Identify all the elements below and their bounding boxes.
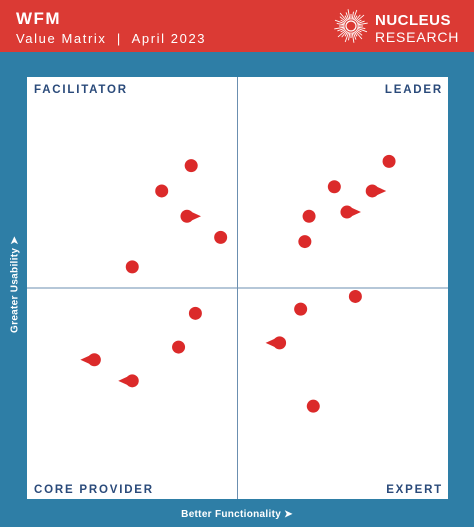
brand-name: NUCLEUS <box>375 12 452 29</box>
data-point-marker <box>214 230 228 244</box>
data-point-5 <box>125 260 139 274</box>
data-point-4 <box>214 230 228 244</box>
data-point-1 <box>184 159 198 173</box>
data-point-11 <box>298 235 312 249</box>
data-point-marker <box>327 180 341 194</box>
quadrant-label-expert: EXPERT <box>386 484 443 496</box>
quadrant-label-core-provider: CORE PROVIDER <box>34 484 154 496</box>
data-point-marker <box>125 260 139 274</box>
data-point-16 <box>172 340 186 354</box>
data-point-13 <box>294 302 308 316</box>
data-point-3 <box>180 209 201 223</box>
page-subtitle: Value Matrix | April 2023 <box>16 31 207 46</box>
data-point-18 <box>118 374 139 388</box>
brand-subname: RESEARCH <box>375 29 460 45</box>
data-point-6 <box>382 154 396 168</box>
data-point-marker <box>172 340 186 354</box>
data-point-marker <box>294 302 308 316</box>
scatter-plot <box>27 77 448 499</box>
data-point-15 <box>265 336 287 350</box>
data-point-marker <box>184 159 198 173</box>
data-point-9 <box>340 205 361 219</box>
data-point-marker <box>125 374 139 388</box>
data-point-marker <box>306 399 320 413</box>
header-bar: WFM Value Matrix | April 2023 NUCLEUS RE… <box>0 0 474 52</box>
quadrant-label-facilitator: FACILITATOR <box>34 84 128 96</box>
quadrant-label-leader: LEADER <box>384 84 443 96</box>
data-point-14 <box>188 306 202 320</box>
data-point-8 <box>327 180 341 194</box>
data-point-marker <box>348 289 362 303</box>
x-axis-label: Better Functionality ➤ <box>181 509 293 520</box>
data-point-marker <box>298 235 312 249</box>
data-point-2 <box>155 184 169 198</box>
data-point-marker <box>180 209 194 223</box>
data-point-17 <box>80 353 101 367</box>
data-point-7 <box>365 184 387 198</box>
data-point-12 <box>348 289 362 303</box>
data-point-10 <box>302 209 316 223</box>
data-point-marker <box>188 306 202 320</box>
data-point-marker <box>365 184 379 198</box>
data-point-marker <box>340 205 354 219</box>
data-point-marker <box>273 336 287 350</box>
data-point-19 <box>306 399 320 413</box>
page-title: WFM <box>16 9 62 28</box>
data-point-marker <box>87 353 101 367</box>
data-point-marker <box>155 184 169 198</box>
nucleus-burst-icon <box>334 9 368 43</box>
data-point-marker <box>302 209 316 223</box>
y-axis-label: Greater Usability ➤ <box>9 236 21 333</box>
data-point-marker <box>382 154 396 168</box>
